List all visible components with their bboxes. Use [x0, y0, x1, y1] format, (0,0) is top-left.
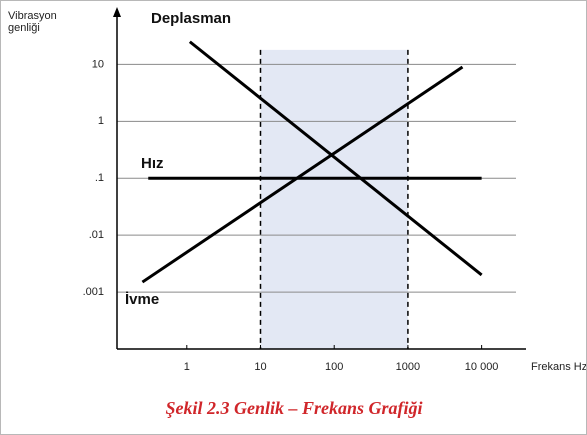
x-tick-label: 1000: [396, 361, 420, 373]
caption: Şekil 2.3 Genlik – Frekans Grafiği: [165, 398, 422, 418]
y-tick-label: .001: [83, 286, 104, 298]
background-layer: [117, 49, 516, 349]
series-label: Hız: [141, 155, 164, 172]
highlight-band: [260, 49, 408, 349]
x-tick-label: 10: [254, 361, 266, 373]
x-tick-label: 1: [184, 361, 190, 373]
series-label: Deplasman: [151, 10, 231, 27]
series-label: İvme: [125, 291, 159, 308]
y-axis-arrow: [113, 7, 121, 17]
y-tick-label: .01: [89, 229, 104, 241]
x-tick-label: 10 000: [465, 361, 499, 373]
series-line: [141, 65, 464, 284]
y-tick-label: 10: [92, 58, 104, 70]
x-axis-label: Frekans Hz: [531, 361, 586, 373]
y-tick-label: .1: [95, 172, 104, 184]
series-line: [188, 40, 483, 277]
x-tick-label: 100: [325, 361, 343, 373]
y-axis-label: Vibrasyon genliği: [8, 10, 57, 34]
y-tick-label: 1: [98, 115, 104, 127]
